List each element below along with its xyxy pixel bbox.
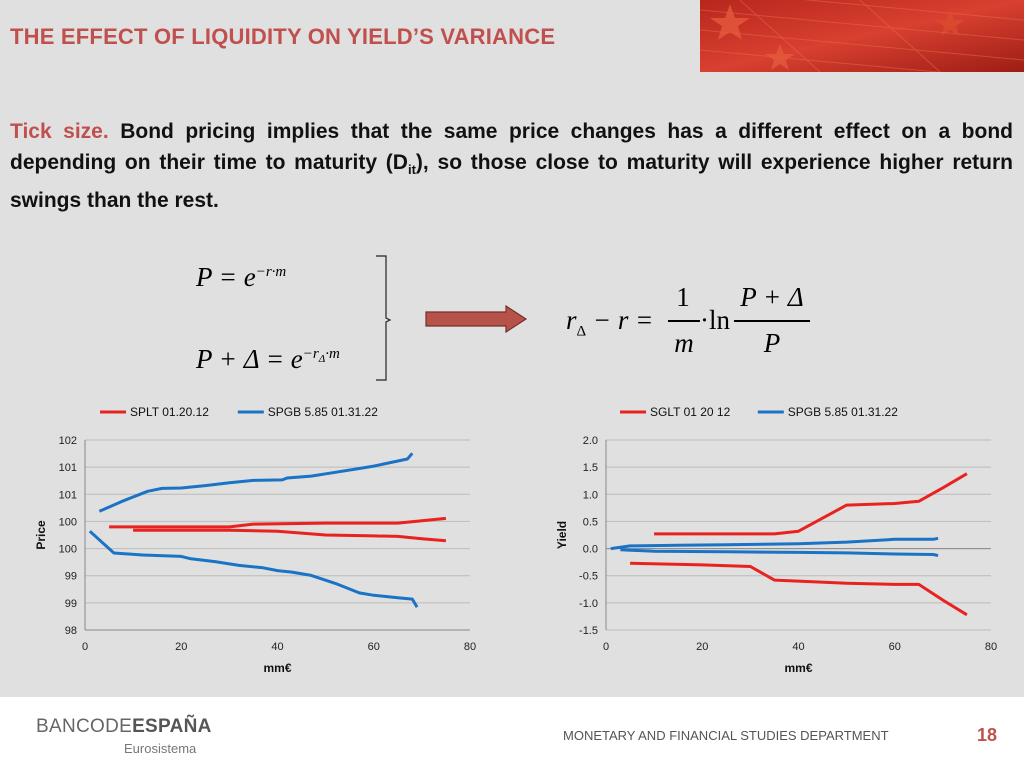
slide-title: THE EFFECT OF LIQUIDITY ON YIELD’S VARIA…: [10, 24, 556, 49]
y-tick-label: 101: [59, 462, 77, 474]
x-tick-label: 40: [792, 641, 804, 653]
legend-label: SGLT 01 20 12: [650, 405, 731, 419]
y-tick-label: 0.5: [583, 516, 598, 528]
formula-price-delta: P + Δ = e−rΔ·m: [196, 344, 340, 375]
y-tick-label: 1.5: [583, 462, 598, 474]
formula-ln: ·ln: [700, 305, 730, 335]
fraction-bar: [734, 320, 810, 322]
y-tick-label: 102: [59, 435, 77, 447]
formula-price-exponent: −r·m: [255, 264, 287, 280]
y-axis-label: Price: [34, 520, 48, 550]
x-axis-label: mm€: [263, 661, 291, 675]
formula-delta-exponent: −rΔ·m: [302, 346, 340, 365]
formula-fraction-1-numerator: 1: [676, 282, 690, 312]
intro-lead: Tick size.: [10, 120, 109, 143]
intro-subscript: it: [407, 162, 416, 178]
bank-subtitle: Eurosistema: [124, 741, 197, 756]
formula-price-lhs: P = e: [196, 262, 256, 292]
page-number: 18: [977, 725, 998, 745]
x-tick-label: 60: [368, 641, 380, 653]
formula-price: P = e−r·m: [196, 262, 286, 293]
x-tick-label: 80: [464, 641, 476, 653]
intro-text: Bond pricing implies that the same price…: [10, 120, 1013, 174]
y-tick-label: -1.0: [579, 598, 598, 610]
series-line: [88, 530, 419, 608]
formula-fraction-2-denominator: P: [763, 328, 781, 358]
department-label: MONETARY AND FINANCIAL STUDIES DEPARTMEN…: [563, 728, 889, 743]
series-line: [98, 452, 414, 513]
series-line: [630, 561, 968, 617]
bank-logo: BANCODEESPAÑA: [36, 716, 212, 737]
fraction-bar: [668, 320, 700, 322]
flag-banner-image: [700, 0, 1024, 72]
y-tick-label: 0.0: [583, 544, 598, 556]
intro-text-end: ), so those close to maturity will exper…: [10, 151, 1013, 213]
x-tick-label: 80: [985, 641, 997, 653]
series-line: [133, 528, 447, 543]
x-tick-label: 20: [696, 641, 708, 653]
footer-bar: [0, 697, 1024, 768]
price-chart: 98 99 99 100 100 101 101 102 0 20 40 60 80 mm€ Price SP…: [34, 405, 476, 675]
y-tick-label: 1.0: [583, 489, 598, 501]
y-axis-label: Yield: [555, 521, 569, 549]
y-tick-label: -1.5: [579, 625, 598, 637]
x-tick-label: 40: [271, 641, 283, 653]
legend-label: SPLT 01.20.12: [130, 405, 209, 419]
formula-delta-lhs: P + Δ = e: [196, 344, 303, 374]
x-tick-label: 0: [603, 641, 609, 653]
y-tick-label: 101: [59, 489, 77, 501]
x-tick-label: 20: [175, 641, 187, 653]
formula-fraction-2-numerator: P + Δ: [740, 282, 804, 312]
series-line: [610, 536, 939, 551]
series-line: [620, 548, 939, 558]
yield-chart: -1.5 -1.0 -0.5 0.0 0.5 1.0 1.5 2.0 0 20 40 60 80 mm€ Y…: [555, 405, 997, 675]
x-tick-label: 0: [82, 641, 88, 653]
y-tick-label: 98: [65, 625, 77, 637]
x-tick-label: 60: [889, 641, 901, 653]
intro-paragraph: Tick size. Bond pricing implies that the…: [10, 116, 1013, 216]
legend-label: SPGB 5.85 01.31.22: [268, 405, 378, 419]
series-line: [109, 516, 447, 529]
formula-fraction-1-denominator: m: [674, 328, 694, 358]
formula-result-lhs: rΔ − r =: [566, 305, 654, 340]
y-tick-label: 100: [59, 544, 77, 556]
legend-label: SPGB 5.85 01.31.22: [788, 405, 898, 419]
implies-arrow-icon: [425, 304, 528, 334]
y-tick-label: 99: [65, 571, 77, 583]
y-tick-label: 2.0: [583, 435, 598, 447]
y-tick-label: 99: [65, 598, 77, 610]
right-brace-icon: [376, 255, 392, 381]
x-axis-label: mm€: [784, 661, 812, 675]
y-tick-label: 100: [59, 516, 77, 528]
series-line: [654, 472, 968, 536]
y-tick-label: -0.5: [579, 571, 598, 583]
